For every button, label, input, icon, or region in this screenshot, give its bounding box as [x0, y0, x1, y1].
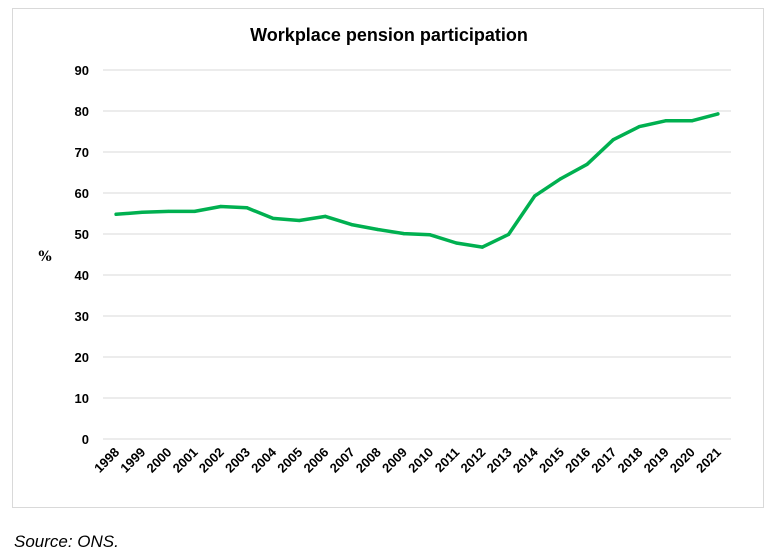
x-tick-label: 2012 [457, 445, 488, 476]
data-point [611, 138, 615, 142]
data-point [559, 177, 563, 181]
data-point [219, 204, 223, 209]
x-tick-label: 2016 [562, 445, 593, 476]
data-point [297, 218, 301, 223]
data-point [428, 233, 432, 237]
x-tick-label: 2015 [536, 445, 567, 476]
data-point [690, 119, 694, 123]
y-tick-label: 80 [75, 104, 89, 119]
x-tick-label: 1999 [117, 445, 148, 476]
x-tick-label: 2020 [667, 445, 698, 476]
x-tick-label: 2008 [353, 445, 384, 476]
x-tick-label: 2000 [143, 445, 174, 476]
data-point [716, 112, 720, 116]
data-point [166, 209, 171, 214]
y-tick-label: 10 [75, 391, 89, 406]
data-point [402, 231, 406, 236]
x-tick-label: 2001 [170, 445, 201, 476]
gridlines [103, 69, 731, 440]
x-tick-label: 2014 [510, 444, 542, 476]
y-tick-label: 60 [75, 186, 89, 201]
y-tick-labels: 0 10 20 30 40 50 60 70 80 90 [75, 63, 89, 447]
x-tick-label: 2013 [484, 445, 515, 476]
source-note: Source: ONS. [14, 532, 119, 551]
data-point [637, 124, 642, 129]
chart-title: Workplace pension participation [250, 25, 528, 45]
data-point [663, 119, 668, 123]
data-point [349, 222, 354, 227]
data-point [271, 216, 275, 221]
data-point [454, 241, 458, 245]
x-tick-label: 2010 [405, 445, 436, 476]
x-tick-label: 2007 [327, 445, 358, 476]
data-point [114, 212, 118, 216]
x-tick-label: 2017 [588, 445, 619, 476]
series-layer [114, 112, 720, 249]
y-tick-label: 70 [75, 145, 89, 160]
x-tick-label: 2004 [248, 444, 280, 476]
y-tick-label: 30 [75, 309, 89, 324]
y-tick-label: 50 [75, 227, 89, 242]
x-tick-label: 1998 [91, 445, 122, 476]
data-point [480, 245, 485, 249]
y-axis-label: % [38, 249, 51, 265]
x-tick-label: 2009 [379, 445, 410, 476]
line-chart: Workplace pension participation % 0 10 20 3… [38, 25, 731, 476]
y-tick-label: 20 [75, 350, 89, 365]
data-point [533, 194, 537, 198]
x-tick-label: 2003 [222, 445, 253, 476]
x-tick-label: 2002 [196, 445, 227, 476]
x-tick-label: 2006 [300, 445, 331, 476]
series-line [114, 112, 720, 249]
data-point [140, 210, 144, 214]
data-point [376, 227, 380, 232]
data-point [192, 209, 197, 214]
y-tick-label: 0 [82, 432, 89, 447]
x-tick-labels: 1998199920002001200220032004200520062007… [91, 444, 724, 476]
y-tick-label: 40 [75, 268, 89, 283]
y-tick-label: 90 [75, 63, 89, 78]
data-point [585, 162, 589, 166]
data-point [506, 232, 511, 237]
x-tick-label: 2021 [693, 445, 724, 476]
data-point [323, 214, 328, 218]
x-tick-label: 2005 [274, 445, 305, 476]
x-tick-label: 2011 [432, 445, 463, 476]
x-tick-label: 2018 [614, 445, 645, 476]
x-tick-label: 2019 [641, 445, 672, 476]
chart-frame: Workplace pension participation % 0 10 20 3… [12, 8, 764, 508]
data-point [245, 206, 249, 210]
